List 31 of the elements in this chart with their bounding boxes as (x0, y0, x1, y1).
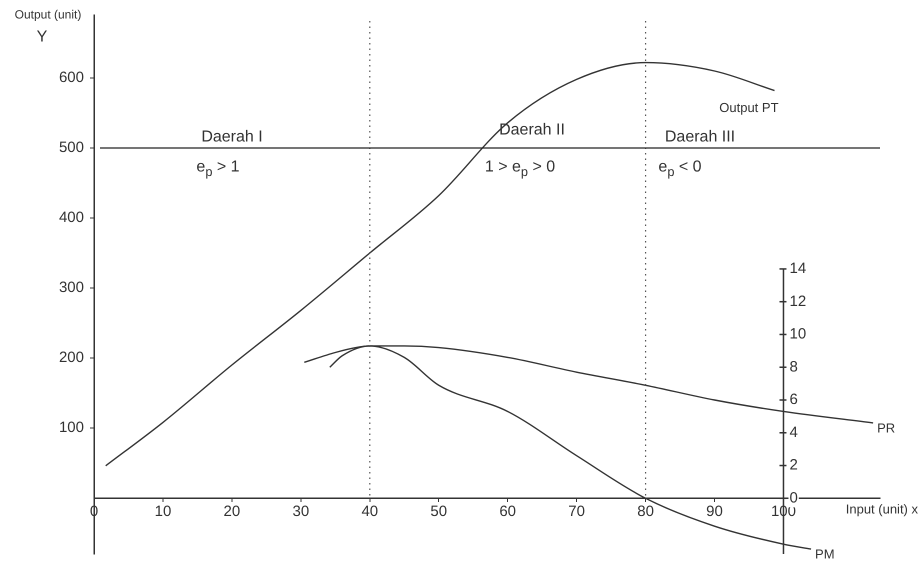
x-axis-title: Input (unit) x (846, 502, 918, 517)
x-tick-label: 10 (154, 503, 172, 520)
y2-tick-label: 8 (789, 358, 798, 376)
y-tick-label: 100 (58, 419, 84, 436)
x-tick-label: 40 (361, 503, 378, 520)
y-tick-label: 300 (58, 279, 84, 296)
annotation: Daerah II (499, 121, 565, 138)
series-label: PR (877, 420, 896, 436)
x-tick-label: 90 (706, 503, 723, 520)
series-label: PM (815, 546, 835, 562)
series-label: Output PT (719, 100, 779, 116)
y-tick-label: 600 (58, 69, 84, 86)
y2-tick-label: 0 (789, 489, 798, 506)
x-tick-label: 30 (292, 503, 310, 520)
x-tick-label: 70 (568, 503, 585, 520)
x-tick-label: 80 (637, 503, 654, 520)
annotation: Daerah III (664, 128, 736, 146)
y-tick-label: 200 (58, 349, 84, 366)
annotation: Daerah I (201, 128, 263, 146)
y2-tick-label: 6 (789, 391, 798, 408)
x-tick-label: 60 (499, 503, 516, 520)
y2-tick-label: 14 (789, 260, 806, 278)
y2-tick-label: 2 (789, 456, 798, 474)
y2-tick-label: 10 (789, 326, 806, 343)
x-tick-label: 50 (430, 503, 448, 520)
y-axis-title: Output (unit) Y (14, 7, 82, 46)
x-tick-label: 20 (224, 503, 240, 520)
y-tick-label: 500 (58, 139, 84, 156)
y2-tick-label: 12 (789, 292, 806, 310)
y2-tick-label: 4 (789, 424, 798, 441)
y-tick-label: 400 (58, 209, 84, 226)
